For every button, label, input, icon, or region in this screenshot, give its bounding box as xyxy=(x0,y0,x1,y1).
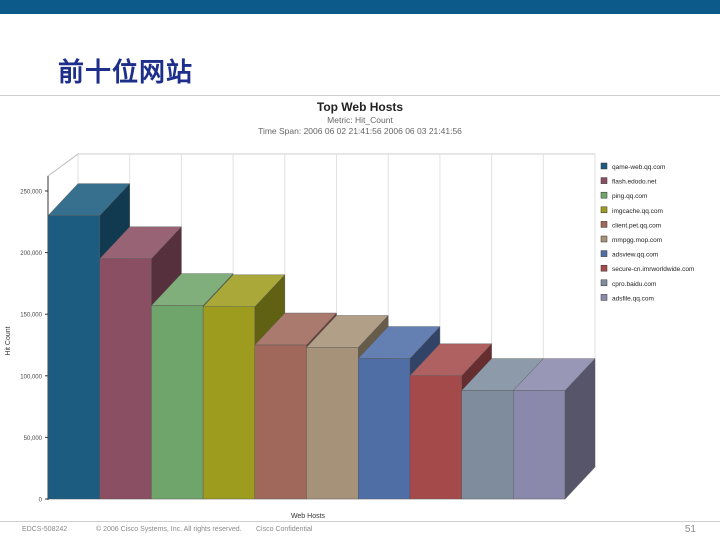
bar-front xyxy=(306,347,359,500)
x-axis-label: Web Hosts xyxy=(291,513,326,520)
bar-chart: Top Web Hosts Metric: Hit_Count Time Spa… xyxy=(5,100,694,520)
y-tick-label: 0 xyxy=(39,498,43,504)
legend-label: ping.qq.com xyxy=(612,193,647,200)
bar-10 xyxy=(512,358,596,500)
footer-code: EDCS-508242 xyxy=(22,526,68,533)
legend-label: adsfile.qq.com xyxy=(612,295,654,302)
slide-title: 前十位网站 xyxy=(58,58,194,88)
chart-subtitle-metric: Metric: Hit_Count xyxy=(327,115,393,125)
page-number: 51 xyxy=(684,524,696,535)
legend-label: flash.edodo.net xyxy=(612,179,657,186)
bar-front xyxy=(202,306,256,500)
legend-label: adsview.qq.com xyxy=(612,252,658,259)
y-tick-label: 150,000 xyxy=(20,313,42,319)
y-tick-label: 250,000 xyxy=(20,190,42,196)
legend-swatch xyxy=(600,279,608,287)
legend-swatch xyxy=(600,264,608,272)
legend-swatch xyxy=(600,294,608,301)
legend-swatch xyxy=(600,206,608,214)
bar-front xyxy=(47,215,100,500)
bar-front xyxy=(99,258,152,500)
legend-swatch xyxy=(600,235,608,243)
chart-subtitle-span: Time Span: 2006 06 02 21:41:56 2006 06 0… xyxy=(258,126,462,136)
legend-swatch xyxy=(600,191,608,199)
bar-front xyxy=(513,390,566,500)
footer-copyright: © 2006 Cisco Systems, Inc. All rights re… xyxy=(96,526,242,533)
y-tick-label: 100,000 xyxy=(20,374,42,380)
chart-title: Top Web Hosts xyxy=(317,100,404,114)
legend-swatch xyxy=(600,177,608,184)
footer-confidential: Cisco Confidential xyxy=(256,526,313,533)
legend-label: cpro.baidu.com xyxy=(612,281,656,288)
bar-front xyxy=(254,344,307,500)
bar-front xyxy=(409,375,462,500)
legend-label: imgcache.qq.com xyxy=(612,208,663,215)
chart-frame: Top Web Hosts Metric: Hit_Count Time Spa… xyxy=(0,95,720,522)
legend-swatch xyxy=(600,250,608,257)
legend-label: qame-web.qq.com xyxy=(612,164,665,171)
y-tick-label: 50,000 xyxy=(24,436,43,442)
legend-label: client.pet.qq.com xyxy=(612,222,661,229)
legend-swatch xyxy=(600,162,608,170)
y-axis-label: Hit Count xyxy=(5,326,12,355)
bar-front xyxy=(151,305,204,500)
legend-swatch xyxy=(600,221,608,228)
y-tick-label: 200,000 xyxy=(20,251,42,257)
bar-front xyxy=(461,390,514,500)
bar-front xyxy=(358,358,411,500)
legend-label: mmpgg.mop.com xyxy=(612,237,662,244)
legend-label: secure-cn.imrworldwide.com xyxy=(612,266,694,273)
top-banner xyxy=(0,0,720,14)
